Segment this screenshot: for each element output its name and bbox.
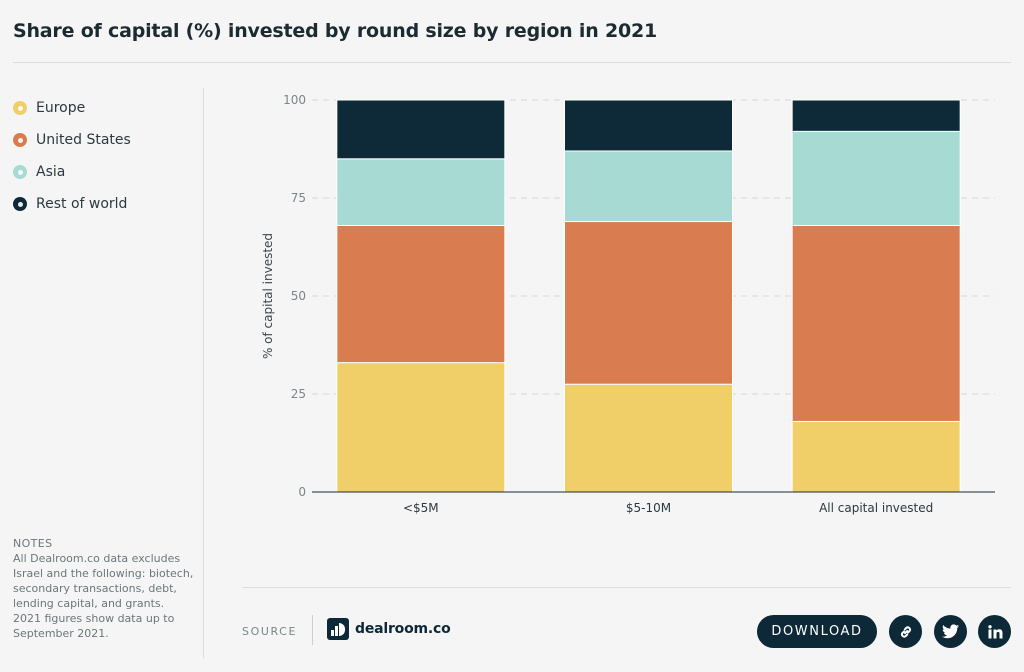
legend-swatch-asia xyxy=(13,165,27,179)
legend-item-europe[interactable]: Europe xyxy=(13,92,131,124)
legend-item-rest-of-world[interactable]: Rest of world xyxy=(13,188,131,220)
sidebar-divider xyxy=(203,88,204,658)
twitter-icon xyxy=(942,624,959,639)
legend-label-europe: Europe xyxy=(36,100,86,116)
y-tick-label: 25 xyxy=(291,387,306,401)
legend-swatch-rest-of-world xyxy=(13,197,27,211)
link-icon xyxy=(900,625,911,638)
notes: NOTES All Dealroom.co data excludes Isra… xyxy=(13,536,195,641)
y-tick-label: 100 xyxy=(283,93,306,107)
bar-segment-asia xyxy=(564,150,733,223)
source-label: SOURCE xyxy=(242,625,298,638)
dealroom-logo-mark xyxy=(327,618,349,640)
stacked-bar-chart: 0 25 50 75 100 % of capital invested <$5M $5-10… xyxy=(261,93,995,515)
legend-item-united-states[interactable]: United States xyxy=(13,124,131,156)
bar-segment-asia xyxy=(791,130,961,226)
x-tick-label: $5-10M xyxy=(626,501,671,515)
y-axis-label: % of capital invested xyxy=(261,233,275,359)
twitter-share-button[interactable] xyxy=(934,615,967,648)
linkedin-icon xyxy=(987,624,1002,638)
legend-label-united-states: United States xyxy=(36,132,131,148)
title-divider xyxy=(13,62,1011,63)
copy-link-button[interactable] xyxy=(889,615,922,648)
bar-segment-united-states xyxy=(564,221,733,385)
bar-segment-united-states xyxy=(791,224,961,422)
legend-label-rest-of-world: Rest of world xyxy=(36,196,128,212)
bar-segment-europe xyxy=(791,420,961,493)
y-tick-label: 50 xyxy=(291,289,306,303)
source-divider xyxy=(312,615,313,645)
bar-segment-rest-of-world xyxy=(564,99,733,152)
dealroom-logo-text: dealroom.co xyxy=(355,621,451,637)
y-tick-label: 75 xyxy=(291,191,306,205)
dealroom-logo[interactable]: dealroom.co xyxy=(327,618,451,640)
legend: Europe United States Asia Rest of world xyxy=(13,92,131,220)
legend-item-asia[interactable]: Asia xyxy=(13,156,131,188)
notes-text: All Dealroom.co data excludes Israel and… xyxy=(13,552,194,640)
bar-segment-united-states xyxy=(336,224,506,364)
x-tick-label: All capital invested xyxy=(819,501,933,515)
linkedin-share-button[interactable] xyxy=(978,615,1011,648)
x-tick-label: <$5M xyxy=(403,501,439,515)
legend-swatch-europe xyxy=(13,101,27,115)
bar-segment-asia xyxy=(336,158,506,226)
bar-segment-europe xyxy=(336,362,506,493)
chart-title: Share of capital (%) invested by round s… xyxy=(13,20,658,42)
bar-segment-rest-of-world xyxy=(791,99,961,132)
bar-segment-rest-of-world xyxy=(336,99,506,160)
bar-segment-europe xyxy=(564,383,733,493)
footer-divider xyxy=(242,587,1011,588)
y-tick-label: 0 xyxy=(298,485,306,499)
notes-heading: NOTES xyxy=(13,537,53,550)
download-button[interactable]: DOWNLOAD xyxy=(757,615,877,648)
legend-swatch-united-states xyxy=(13,133,27,147)
legend-label-asia: Asia xyxy=(36,164,66,180)
